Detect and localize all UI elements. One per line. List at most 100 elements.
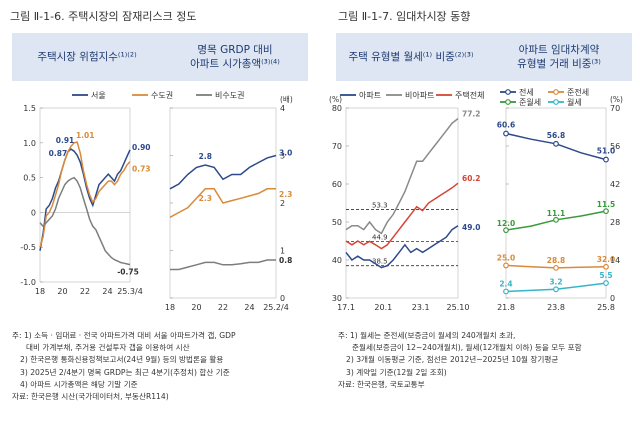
data-label: 0.90 xyxy=(132,143,151,152)
series-line xyxy=(345,182,459,250)
series-marker xyxy=(603,263,609,270)
reference-line-label: 44.9 xyxy=(372,233,388,241)
left-note-line: 4) 아파트 시가총액은 해당 기말 기준 xyxy=(20,379,138,389)
y-tick-label: 42 xyxy=(610,180,620,189)
legend-label: 준전세 xyxy=(567,87,589,97)
right-panel1-header: 주택 유형별 월세⁽¹⁾ 비중⁽²⁾⁽³⁾ xyxy=(348,51,474,63)
y-tick-label: 3 xyxy=(280,152,285,161)
y-tick-label: 28 xyxy=(610,218,620,227)
legend-label: 수도권 xyxy=(151,90,173,100)
data-label: 49.0 xyxy=(462,223,481,232)
y-tick-label: 70 xyxy=(610,104,620,113)
data-label: 3.2 xyxy=(549,277,562,286)
legend-label: 비아파트 xyxy=(405,90,434,100)
x-tick-label: 20.1 xyxy=(374,303,392,312)
x-tick-label: 17.1 xyxy=(337,303,355,312)
data-label: 60.6 xyxy=(497,121,516,130)
left-panel2-header: 명목 GRDP 대비 아파트 시가총액⁽³⁾⁽⁴⁾ xyxy=(190,44,280,70)
left-note-line: 대비 가계부채, 주거용 건설투자 갭을 이용하여 시산 xyxy=(26,343,190,353)
x-tick-label: 20 xyxy=(57,287,67,296)
data-label: 77.2 xyxy=(462,110,481,119)
x-tick-label: 22 xyxy=(218,303,228,312)
y-tick-label: 1.0 xyxy=(23,139,36,148)
legend-label: 월세 xyxy=(567,97,582,107)
series-marker xyxy=(503,227,509,234)
data-label: 11.1 xyxy=(547,209,566,218)
plot-frame xyxy=(505,107,607,299)
reference-line-label: 53.3 xyxy=(372,201,388,209)
legend-label: 준월세 xyxy=(519,97,541,107)
data-label: 0.73 xyxy=(132,165,151,174)
data-label: 12.0 xyxy=(497,219,516,228)
x-tick-label: 22 xyxy=(80,287,90,296)
y-tick-label: 2 xyxy=(280,199,285,208)
y-tick-label: -1.0 xyxy=(20,278,36,287)
series-marker xyxy=(553,286,559,293)
right-header-band xyxy=(336,33,632,81)
x-tick-label: 23.8 xyxy=(547,303,565,312)
x-tick-label: 25.3/4 xyxy=(117,287,143,296)
legend-label: 주택전체 xyxy=(455,90,484,100)
series-marker xyxy=(603,208,609,215)
data-label: 2.3 xyxy=(199,194,212,203)
y-tick-label: -0.5 xyxy=(20,243,36,252)
data-label: 5.5 xyxy=(599,271,612,280)
x-tick-label: 23.1 xyxy=(412,303,430,312)
y-tick-label: 56 xyxy=(610,142,620,151)
x-tick-label: 24 xyxy=(102,287,112,296)
right-notes: 주: 1) 월세는 준전세(보증금이 월세의 240개월치 초과, 준월세(보증… xyxy=(338,330,582,391)
x-tick-label: 25.8 xyxy=(597,303,615,312)
left-header-band xyxy=(12,33,308,81)
y-tick-label: 40 xyxy=(332,256,342,265)
y-tick-label: 0.5 xyxy=(23,174,36,183)
y-tick-label: 30 xyxy=(332,294,342,303)
y-tick-label: 70 xyxy=(332,142,342,151)
x-tick-label: 24 xyxy=(244,303,254,312)
series-line xyxy=(169,154,277,190)
series-line xyxy=(169,188,276,218)
series-marker xyxy=(603,156,609,163)
legend-label: 아파트 xyxy=(359,90,381,100)
series-line xyxy=(345,118,459,235)
y-unit-label: (배) xyxy=(280,95,293,104)
data-label: 1.01 xyxy=(76,131,95,140)
x-tick-label: 18 xyxy=(165,303,175,312)
series-marker xyxy=(553,216,559,223)
data-label: 32.0 xyxy=(597,255,616,264)
data-label: 0.91 xyxy=(56,136,75,145)
x-tick-label: 20 xyxy=(191,303,201,312)
series-marker xyxy=(503,262,509,269)
left-note-line: 3) 2025년 2/4분기 명목 GRDP는 최근 4분기(추정치) 합산 기… xyxy=(20,367,230,377)
legend-marker xyxy=(553,89,559,95)
x-tick-label: 21.8 xyxy=(497,303,515,312)
right-note-line: 3) 계약일 기준(12월 2일 조회) xyxy=(346,367,447,377)
series-marker xyxy=(553,140,559,147)
y-unit-label: (%) xyxy=(329,95,342,104)
data-label: 25.0 xyxy=(497,253,516,262)
y-unit-label: (%) xyxy=(610,95,623,104)
series-marker xyxy=(503,130,509,137)
left-note-line: 2) 한국은행 통화신용정책보고서(24년 9월) 등의 방법론을 활용 xyxy=(20,355,224,365)
data-label: 60.2 xyxy=(462,174,481,183)
data-label: -0.75 xyxy=(117,268,139,277)
data-label: 28.8 xyxy=(547,256,566,265)
data-label: 51.0 xyxy=(597,147,616,156)
data-label: 3.0 xyxy=(279,149,292,158)
right-note-line: 2) 3개월 이동평균 기준, 점선은 2012년~2025년 10월 장기평균 xyxy=(346,355,559,365)
y-tick-label: 80 xyxy=(332,104,342,113)
charts-canvas: -1.0 -0.5 0 0.5 1.0 1.5 18 20 22 24 25.3/4 0 1 2 3 4(배)… xyxy=(20,87,623,312)
plot-frame xyxy=(345,107,459,299)
x-tick-label: 18 xyxy=(35,287,45,296)
data-label: 2.3 xyxy=(279,190,292,199)
right-figure-title: 그림 Ⅱ-1-7. 임대차시장 동향 xyxy=(338,10,471,23)
left-figure-title: 그림 Ⅱ-1-6. 주택시장의 잠재리스크 정도 xyxy=(10,10,197,23)
left-notes: 주: 1) 소득 · 임대료 · 전국 아파트가격 대비 서울 아파트가격 갭,… xyxy=(12,330,236,403)
reference-line-label: 38.5 xyxy=(372,258,388,266)
y-tick-label: 0 xyxy=(31,208,36,217)
legend-marker xyxy=(553,99,559,105)
y-tick-label: 4 xyxy=(280,104,285,113)
y-tick-label: 60 xyxy=(332,180,342,189)
y-tick-label: 50 xyxy=(332,218,342,227)
data-label: 2.4 xyxy=(499,279,512,288)
data-label: 56.8 xyxy=(547,131,566,140)
